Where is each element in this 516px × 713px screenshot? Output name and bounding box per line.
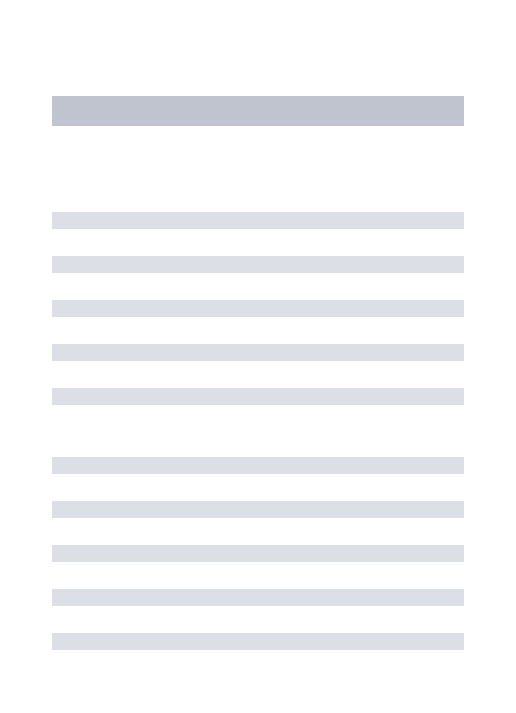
skeleton-group-1 — [52, 212, 464, 405]
skeleton-line — [52, 457, 464, 474]
skeleton-line — [52, 633, 464, 650]
skeleton-line — [52, 344, 464, 361]
skeleton-group-2 — [52, 457, 464, 650]
skeleton-line — [52, 300, 464, 317]
skeleton-line — [52, 589, 464, 606]
skeleton-line — [52, 545, 464, 562]
skeleton-line — [52, 501, 464, 518]
skeleton-line — [52, 388, 464, 405]
skeleton-header — [52, 96, 464, 126]
skeleton-line — [52, 212, 464, 229]
skeleton-line — [52, 256, 464, 273]
